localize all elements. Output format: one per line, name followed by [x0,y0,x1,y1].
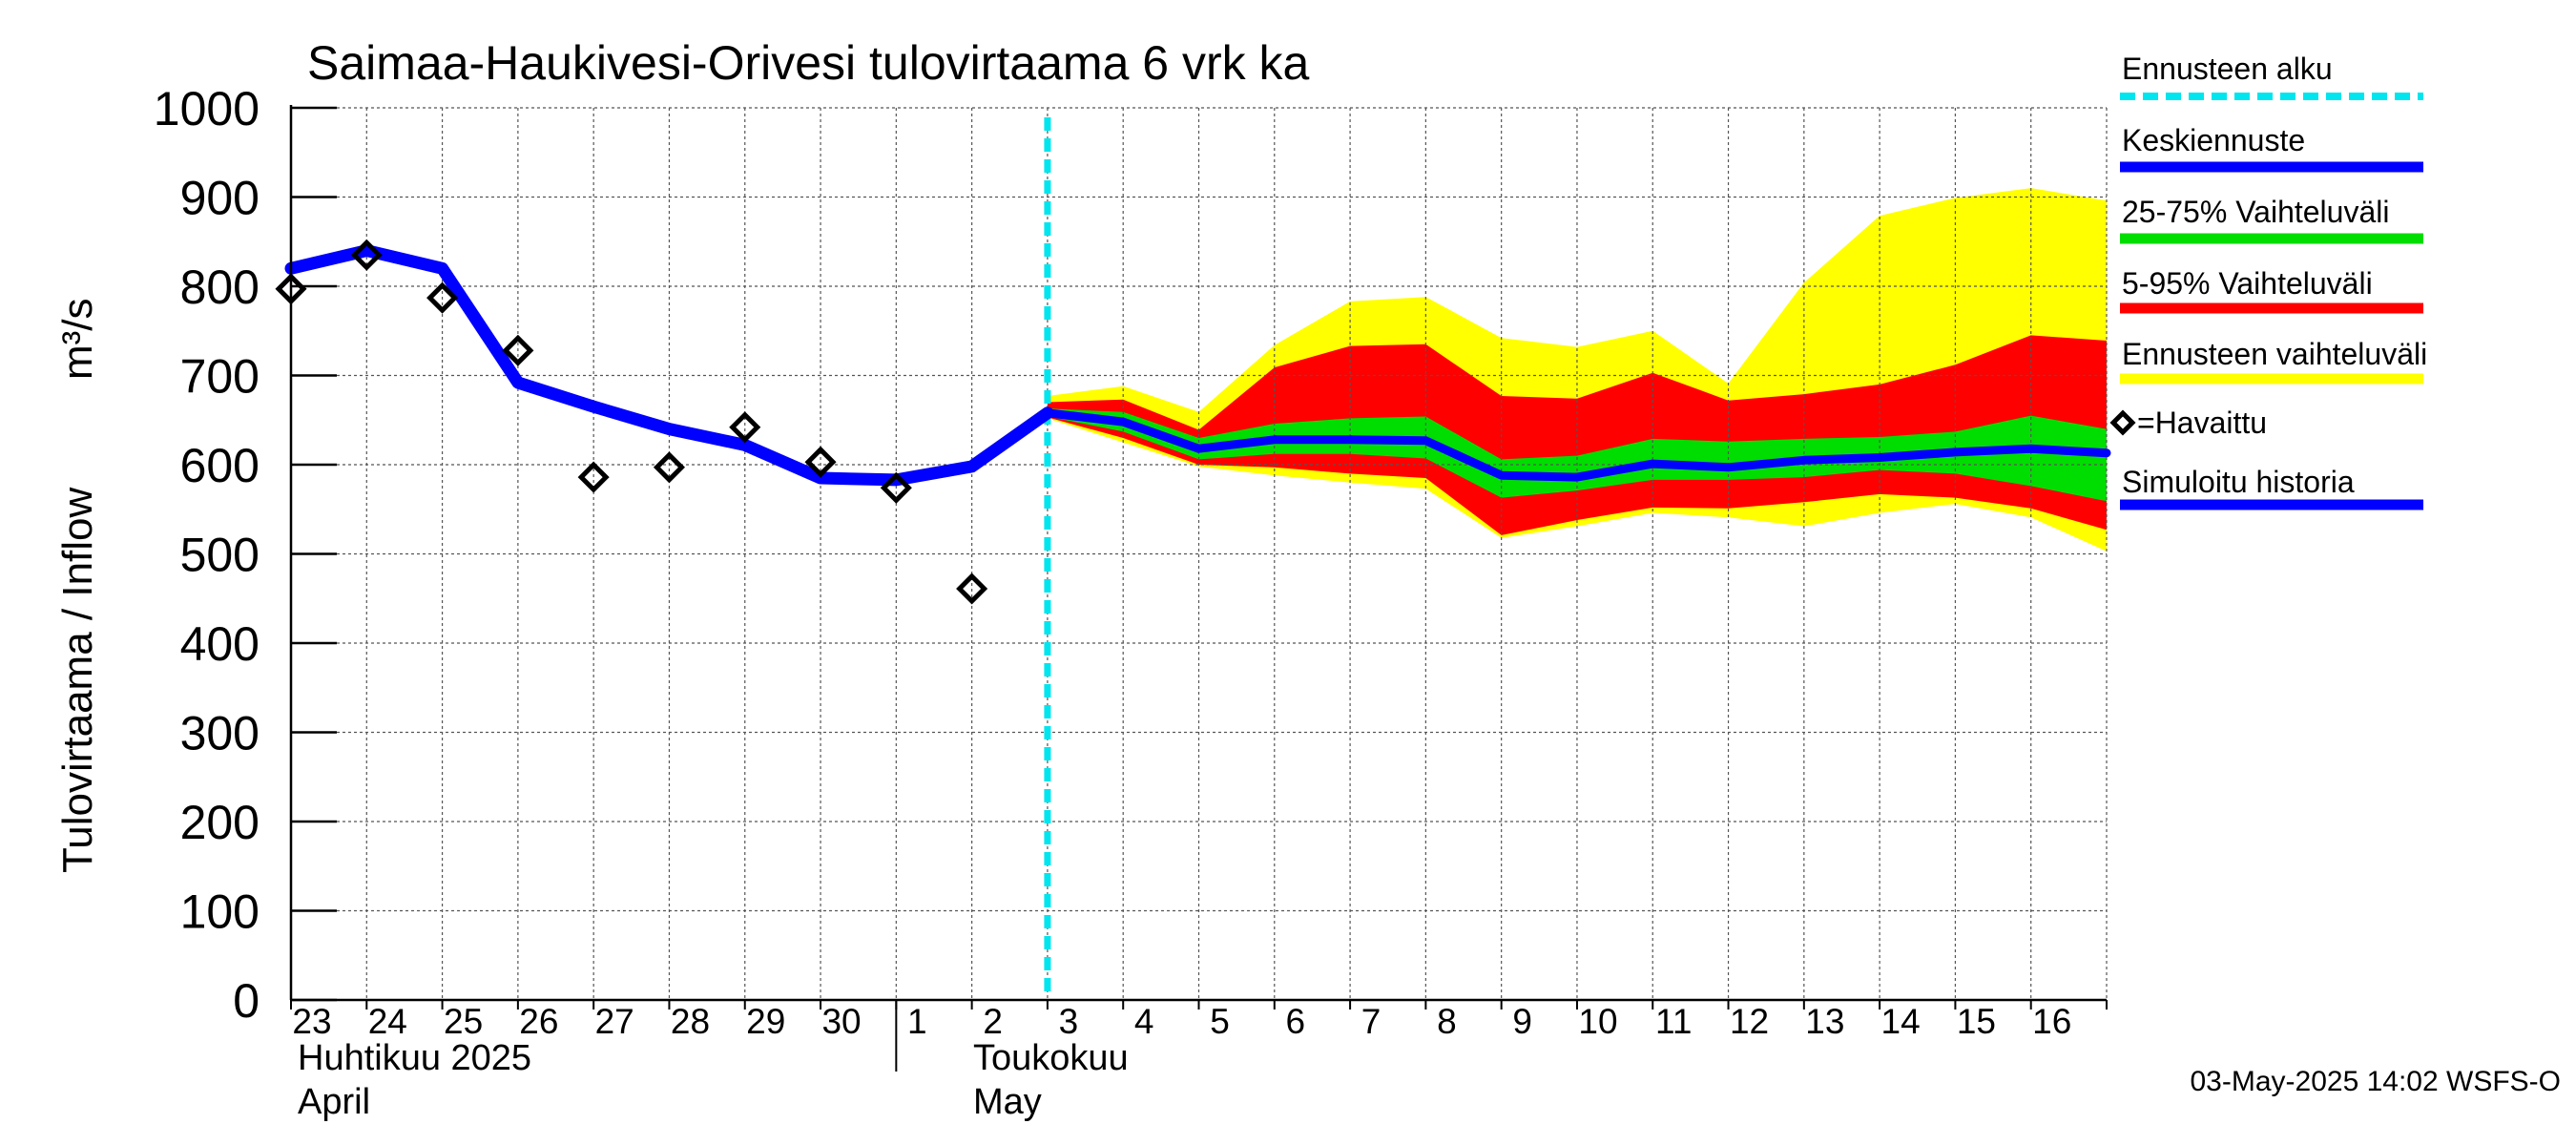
y-axis-unit: m³/s [54,298,101,380]
band-25-75-vaihteluv-li [1047,408,2107,502]
y-tick-label-400: 400 [180,617,260,671]
month-label-april-fi: Huhtikuu 2025 [298,1038,531,1078]
legend-ennusteen-alku-label: Ennusteen alku [2122,52,2333,86]
month-label-may-en: May [973,1082,1042,1122]
series-line-simuloitu-historia [284,244,1054,487]
x-tick-label-23: 16 [2032,1002,2071,1041]
legend-havaittu-label: =Havaittu [2137,406,2267,440]
x-tick-label-5: 28 [671,1002,710,1041]
x-tick-label-11: 4 [1134,1002,1154,1041]
observed-point-2025-04-27 [577,461,610,493]
y-tick-label-900: 900 [180,172,260,225]
x-tick-label-8: 1 [907,1002,927,1041]
x-tick-label-13: 6 [1286,1002,1306,1041]
x-tick-label-4: 27 [595,1002,634,1041]
chart-title: Saimaa-Haukivesi-Orivesi tulovirtaama 6 … [307,36,1310,90]
x-tick-label-0: 23 [292,1002,331,1041]
x-tick-label-7: 30 [821,1002,861,1041]
series-lines [284,117,2111,1000]
observed-point-2025-04-25 [426,281,459,314]
legend-25-75-vaihteluv-li-label: 25-75% Vaihteluväli [2122,195,2389,229]
x-tick-label-14: 7 [1361,1002,1381,1041]
x-tick-label-9: 2 [983,1002,1003,1041]
y-tick-label-500: 500 [180,529,260,582]
observed-point-2025-04-26 [502,334,534,366]
y-tick-label-100: 100 [180,885,260,939]
y-tick-label-300: 300 [180,707,260,760]
grid-lines [291,107,2108,1000]
x-tick-label-2: 25 [444,1002,483,1041]
timestamp: 03-May-2025 14:02 WSFS-O [2191,1066,2562,1097]
y-tick-labels: 0 100 200 300 400 500 600 700 800 900 1000 [154,82,260,1028]
x-tick-label-15: 8 [1437,1002,1457,1041]
legend-havaittu-swatch [2109,409,2136,436]
x-tick-label-20: 13 [1805,1002,1844,1041]
legend: Ennusteen alku Keskiennuste 25-75% Vaihtel… [2109,52,2427,510]
x-tick-label-6: 29 [746,1002,785,1041]
axes [289,105,2108,1072]
observed-point-2025-04-24 [350,239,383,271]
y-axis-label: Tulovirtaama / Inflow [54,487,101,873]
x-tick-label-17: 10 [1578,1002,1617,1041]
legend-ennusteen-vaihteluv-li-label: Ennusteen vaihteluväli [2122,337,2427,371]
y-tick-label-0: 0 [233,974,260,1028]
month-label-may-fi: Toukokuu [973,1038,1129,1078]
month-label-april-en: April [298,1082,370,1122]
x-tick-label-22: 15 [1957,1002,1996,1041]
x-tick-label-10: 3 [1059,1002,1079,1041]
x-tick-label-12: 5 [1210,1002,1230,1041]
y-tick-label-1000: 1000 [154,82,260,135]
series-line-keskiennuste [1043,408,2111,482]
x-tick-label-18: 11 [1655,1002,1692,1041]
y-tick-label-600: 600 [180,439,260,492]
observed-point-2025-05-02 [956,572,988,605]
observed-point-2025-04-28 [653,451,685,484]
y-tick-label-800: 800 [180,260,260,314]
y-tick-label-700: 700 [180,350,260,404]
x-tick-labels: 23 24 25 26 27 28 29 30 1 2 3 4 5 6 7 8 9 10 11 12 13 14 15 16 [292,1002,2071,1041]
observed-point-2025-05-01 [880,471,912,504]
legend-5-95-vaihteluv-li-label: 5-95% Vaihteluväli [2122,266,2373,301]
observed-point-2025-04-29 [729,411,761,444]
x-tick-label-3: 26 [519,1002,558,1041]
legend-keskiennuste-label: Keskiennuste [2122,123,2305,157]
y-tick-label-200: 200 [180,796,260,849]
x-tick-label-19: 12 [1730,1002,1769,1041]
x-tick-label-21: 14 [1881,1002,1921,1041]
observed-point-2025-04-30 [804,446,837,478]
legend-simuloitu-historia-label: Simuloitu historia [2122,465,2355,499]
x-tick-label-1: 24 [368,1002,407,1041]
x-tick-label-16: 9 [1512,1002,1532,1041]
